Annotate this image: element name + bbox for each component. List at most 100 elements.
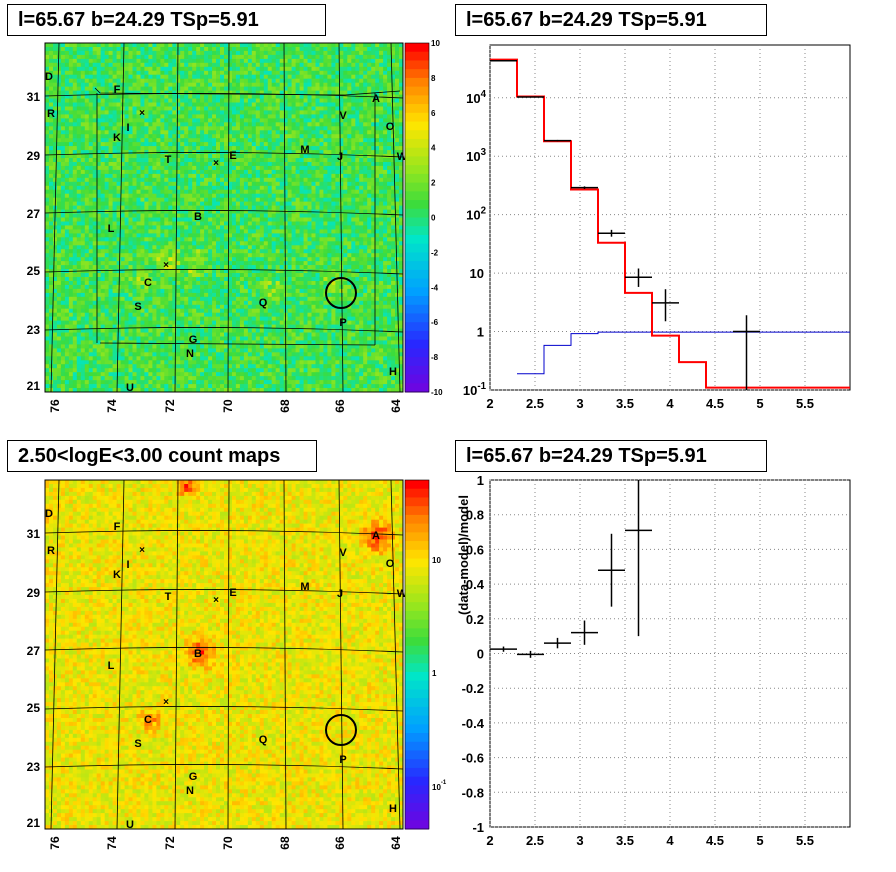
map-pixel bbox=[152, 265, 157, 270]
map-pixel bbox=[188, 193, 193, 199]
map-pixel bbox=[136, 193, 141, 199]
map-pixel bbox=[251, 50, 257, 56]
map-pixel bbox=[188, 229, 193, 234]
map-pixel bbox=[120, 320, 125, 325]
map-pixel bbox=[136, 257, 141, 262]
map-pixel bbox=[132, 384, 137, 389]
map-pixel bbox=[64, 165, 70, 171]
map-pixel bbox=[148, 201, 153, 206]
map-pixel bbox=[196, 70, 201, 76]
map-pixel bbox=[104, 185, 110, 191]
map-pixel bbox=[128, 225, 133, 230]
map-pixel bbox=[196, 165, 201, 171]
map-pixel bbox=[216, 201, 221, 206]
map-pixel bbox=[251, 43, 257, 48]
map-pixel bbox=[164, 86, 169, 91]
map-pixel bbox=[88, 98, 94, 103]
map-pixel bbox=[80, 284, 86, 290]
map-pixel bbox=[160, 43, 165, 48]
map-pixel bbox=[251, 388, 257, 393]
map-pixel bbox=[160, 356, 165, 361]
map-pixel bbox=[100, 158, 106, 163]
map-pixel bbox=[60, 372, 66, 377]
map-pixel bbox=[259, 324, 265, 329]
map-pixel bbox=[49, 348, 54, 353]
map-pixel bbox=[64, 197, 70, 203]
map-pixel bbox=[84, 304, 90, 310]
map-pixel bbox=[188, 173, 193, 179]
map-pixel bbox=[235, 66, 241, 72]
map-pixel bbox=[132, 221, 137, 226]
map-pixel bbox=[144, 229, 149, 234]
map-pixel bbox=[168, 284, 173, 290]
map-pixel bbox=[228, 58, 233, 64]
map-pixel bbox=[144, 308, 149, 314]
map-pixel bbox=[200, 70, 205, 76]
map-pixel bbox=[132, 78, 137, 84]
map-pixel bbox=[104, 118, 110, 123]
map-pixel bbox=[164, 277, 169, 282]
map-pixel bbox=[68, 368, 74, 373]
map-pixel bbox=[180, 154, 185, 159]
map-pixel bbox=[247, 74, 253, 80]
map-pixel bbox=[96, 150, 102, 155]
map-pixel bbox=[124, 324, 129, 329]
map-pixel bbox=[232, 340, 237, 345]
map-pixel bbox=[56, 388, 62, 393]
map-pixel bbox=[88, 284, 94, 290]
map-pixel bbox=[184, 54, 189, 60]
map-pixel bbox=[192, 66, 197, 72]
map-pixel bbox=[68, 328, 74, 333]
map-pixel bbox=[68, 130, 74, 135]
map-pixel bbox=[263, 288, 269, 294]
map-pixel bbox=[104, 320, 110, 325]
map-pixel bbox=[255, 205, 261, 210]
map-pixel bbox=[243, 257, 249, 262]
map-pixel bbox=[267, 118, 273, 123]
map-pixel bbox=[247, 304, 253, 310]
map-pixel bbox=[243, 158, 249, 163]
map-pixel bbox=[60, 78, 66, 84]
map-pixel bbox=[216, 114, 221, 119]
map-pixel bbox=[176, 237, 181, 242]
map-pixel bbox=[108, 324, 113, 329]
map-pixel bbox=[196, 340, 201, 345]
map-pixel bbox=[224, 273, 229, 278]
map-pixel bbox=[124, 292, 129, 298]
map-pixel bbox=[132, 185, 137, 191]
map-pixel bbox=[88, 281, 94, 286]
map-pixel bbox=[120, 165, 125, 171]
map-pixel bbox=[192, 213, 197, 218]
map-pixel bbox=[49, 277, 54, 282]
map-pixel bbox=[100, 277, 106, 282]
map-pixel bbox=[232, 308, 237, 314]
map-pixel bbox=[49, 146, 54, 151]
map-pixel bbox=[168, 233, 173, 238]
map-pixel bbox=[259, 134, 265, 139]
map-pixel bbox=[76, 130, 82, 135]
map-pixel bbox=[200, 165, 205, 171]
map-pixel bbox=[243, 162, 249, 167]
map-pixel bbox=[196, 126, 201, 131]
map-pixel bbox=[208, 47, 213, 52]
map-pixel bbox=[196, 324, 201, 329]
map-pixel bbox=[96, 316, 102, 321]
map-pixel bbox=[184, 332, 189, 337]
map-pixel bbox=[180, 78, 185, 84]
map-pixel bbox=[224, 376, 229, 381]
map-pixel bbox=[68, 193, 74, 199]
map-pixel bbox=[188, 130, 193, 135]
map-pixel bbox=[92, 328, 98, 333]
map-pixel bbox=[88, 181, 94, 187]
map-pixel bbox=[255, 54, 261, 60]
map-pixel bbox=[100, 300, 106, 306]
map-pixel bbox=[259, 269, 265, 274]
map-pixel bbox=[124, 158, 129, 163]
map-pixel bbox=[53, 82, 58, 88]
map-pixel bbox=[104, 292, 110, 298]
map-pixel bbox=[49, 308, 54, 314]
map-pixel bbox=[144, 82, 149, 88]
map-pixel bbox=[216, 356, 221, 361]
map-pixel bbox=[68, 82, 74, 88]
map-pixel bbox=[168, 308, 173, 314]
